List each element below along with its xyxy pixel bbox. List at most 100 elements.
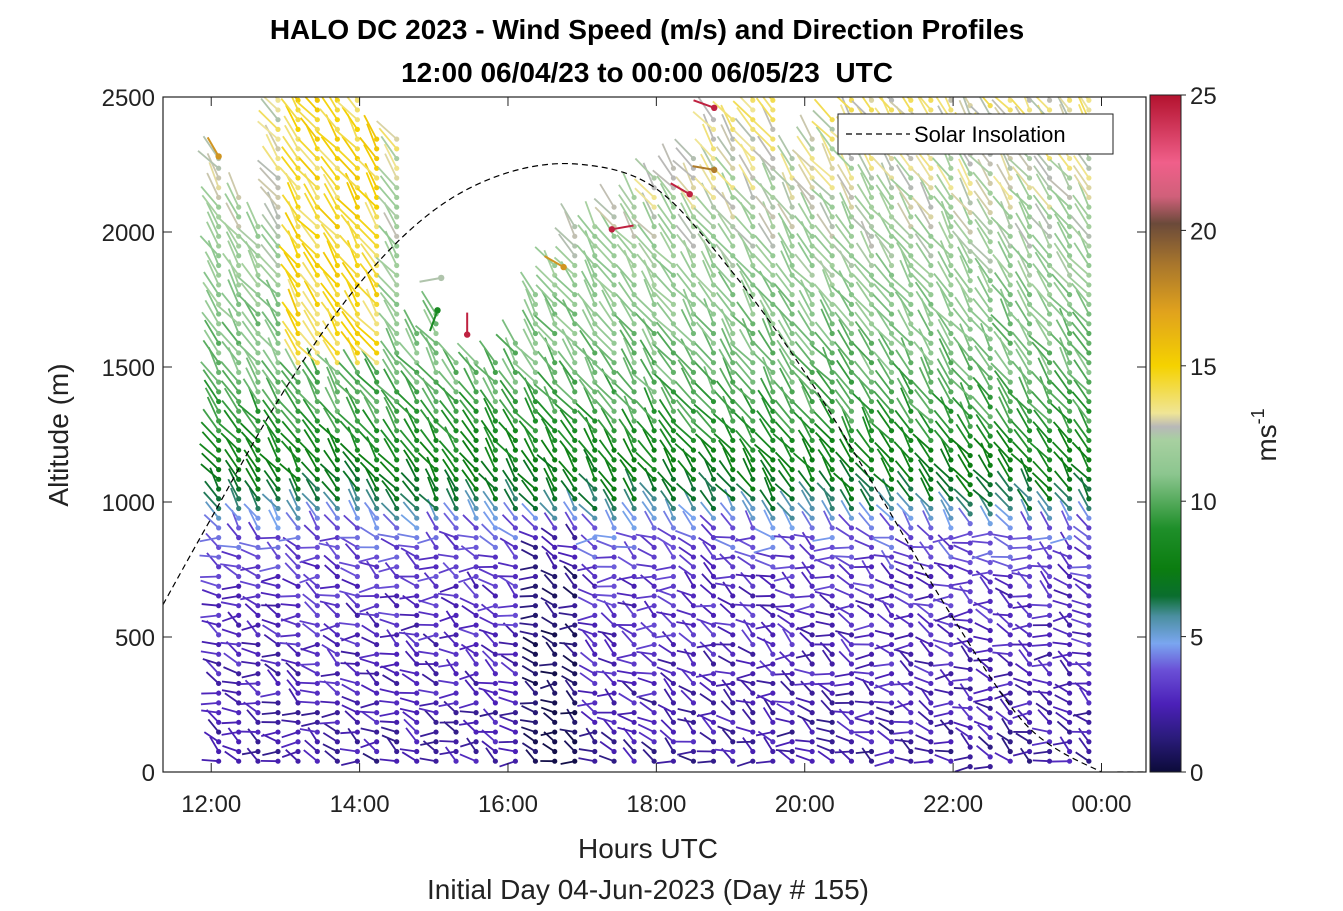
wind-barb (598, 439, 615, 461)
wind-barb-point (354, 651, 360, 657)
wind-barb-point (414, 641, 420, 648)
wind-barb (363, 501, 378, 519)
wind-barb (601, 289, 615, 315)
wind-barb-point (295, 369, 301, 375)
wind-barb-point (888, 282, 895, 288)
wind-barb (443, 469, 457, 490)
wind-barb-point (552, 505, 558, 512)
wind-barb (753, 129, 774, 150)
wind-barb (853, 671, 872, 675)
wind-barb-point (868, 408, 875, 414)
wind-barb (834, 587, 852, 597)
wind-barb (502, 348, 517, 373)
wind-barb-point (809, 204, 815, 210)
wind-barb-point (651, 632, 657, 638)
wind-barb (932, 639, 952, 646)
wind-barb (328, 97, 339, 111)
wind-barb-point (394, 564, 400, 570)
wind-barb (662, 540, 675, 558)
wind-barb-point (928, 612, 934, 619)
wind-barb (386, 629, 398, 646)
wind-barb-point (394, 282, 400, 288)
wind-barb-point (492, 680, 498, 687)
wind-barb (223, 652, 240, 665)
wind-barb-point (314, 292, 320, 298)
wind-barb (378, 225, 398, 247)
wind-barb-point (888, 467, 895, 473)
wind-barb-point (651, 224, 657, 230)
wind-barb (657, 213, 675, 237)
wind-barb (280, 603, 299, 607)
wind-barb-point (572, 690, 578, 696)
wind-barb (365, 172, 378, 198)
wind-barb (365, 489, 378, 509)
wind-barb-point (967, 394, 973, 400)
wind-barb-point (512, 690, 518, 696)
wind-barb-point (848, 185, 855, 191)
wind-barb-point (592, 389, 598, 395)
wind-barb (740, 279, 754, 305)
wind-barb-point (868, 155, 875, 162)
wind-barb-point (275, 603, 281, 609)
wind-barb-point (295, 146, 301, 152)
wind-barb-point (236, 719, 242, 725)
wind-barb-point (314, 700, 320, 706)
wind-barb-point (848, 408, 855, 414)
wind-barb (915, 722, 932, 733)
wind-barb-point (552, 515, 558, 521)
wind-barb-point (967, 404, 973, 410)
wind-barb (359, 657, 377, 665)
wind-barb-point (532, 350, 539, 356)
wind-barb (227, 171, 240, 198)
wind-barb (302, 593, 318, 607)
wind-barb-point (651, 544, 657, 550)
wind-barb-point (512, 671, 518, 677)
wind-barb (974, 345, 991, 369)
wind-barb (955, 726, 971, 739)
wind-barb (240, 701, 259, 706)
wind-barb-point (236, 214, 242, 220)
wind-barb (800, 489, 813, 509)
wind-barb-point (948, 340, 954, 346)
wind-barb (280, 97, 299, 121)
wind-barb-point (314, 117, 320, 123)
wind-barb-point (295, 253, 301, 259)
wind-barb-point (809, 272, 815, 278)
wind-barb-point (750, 476, 756, 482)
wind-barb (794, 340, 813, 364)
wind-barb (680, 689, 695, 704)
wind-barb-point (908, 496, 914, 502)
wind-barb-point (414, 632, 420, 638)
wind-barb (757, 449, 774, 471)
wind-barb-point (473, 622, 479, 628)
wind-barb (223, 564, 240, 578)
wind-barb (600, 407, 615, 432)
wind-barb-point (295, 758, 301, 764)
wind-barb-point (611, 292, 617, 298)
wind-barb (577, 565, 595, 572)
wind-barb-point (928, 369, 934, 375)
wind-barb (900, 337, 912, 363)
wind-barb (660, 719, 675, 733)
wind-barb (995, 710, 1011, 724)
wind-barb-point (710, 748, 717, 755)
wind-barb (503, 488, 517, 509)
wind-barb-point (592, 292, 598, 298)
wind-barb (303, 280, 319, 305)
wind-barb-point (572, 622, 578, 628)
wind-barb-point (770, 622, 776, 628)
wind-barb-point (928, 535, 934, 541)
wind-barb-point (829, 729, 835, 735)
wind-barb (220, 641, 239, 646)
wind-barb-point (374, 661, 380, 667)
wind-barb (736, 106, 754, 130)
wind-barb (438, 679, 457, 685)
wind-barb-point (334, 573, 340, 580)
wind-barb (303, 183, 319, 208)
wind-barb (621, 630, 635, 646)
wind-barb-point (809, 428, 815, 434)
wind-barb (616, 451, 635, 471)
wind-barb-point (670, 253, 677, 259)
wind-barb-point (631, 544, 637, 550)
wind-barb-point (453, 641, 459, 648)
